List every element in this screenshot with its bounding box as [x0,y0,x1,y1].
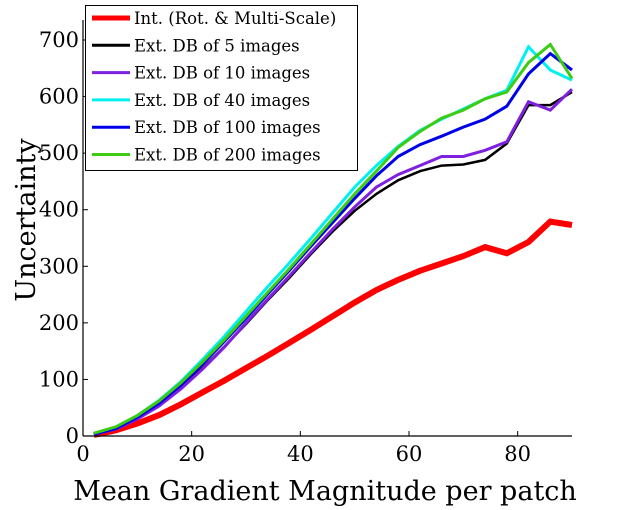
x-ticks: 0 20 40 60 80 [76,431,531,466]
legend-label: Ext. DB of 200 images [134,146,321,165]
legend-label: Ext. DB of 40 images [134,91,310,110]
y-tick-label: 600 [39,85,79,109]
x-tick-label: 80 [504,442,531,466]
legend: Int. (Rot. & Multi-Scale) Ext. DB of 5 im… [85,5,358,171]
series-line-5 [93,42,574,435]
x-tick-label: 40 [287,442,314,466]
series-line-0 [93,218,573,438]
legend-box [85,5,358,171]
y-tick-label: 500 [39,141,79,165]
legend-label: Ext. DB of 10 images [134,64,310,83]
series-layer [93,42,574,438]
y-tick-label: 700 [39,28,79,52]
x-tick-label: 20 [178,442,205,466]
y-tick-label: 400 [39,198,79,222]
legend-label: Ext. DB of 100 images [134,118,321,137]
series-line-2 [93,88,574,436]
y-tick-label: 300 [39,254,79,278]
legend-label: Ext. DB of 5 images [134,36,300,55]
series-line-4 [93,51,573,436]
x-tick-label: 0 [76,442,89,466]
x-tick-label: 60 [396,442,423,466]
y-tick-label: 100 [39,367,79,391]
x-axis-title: Mean Gradient Magnitude per patch [73,476,577,507]
legend-label: Int. (Rot. & Multi-Scale) [134,9,336,28]
y-axis-title: Uncertainty [11,138,42,302]
y-tick-label: 200 [39,311,79,335]
y-tick-label: 0 [66,424,79,448]
y-ticks: 0 100 200 300 400 500 600 700 [39,28,88,448]
